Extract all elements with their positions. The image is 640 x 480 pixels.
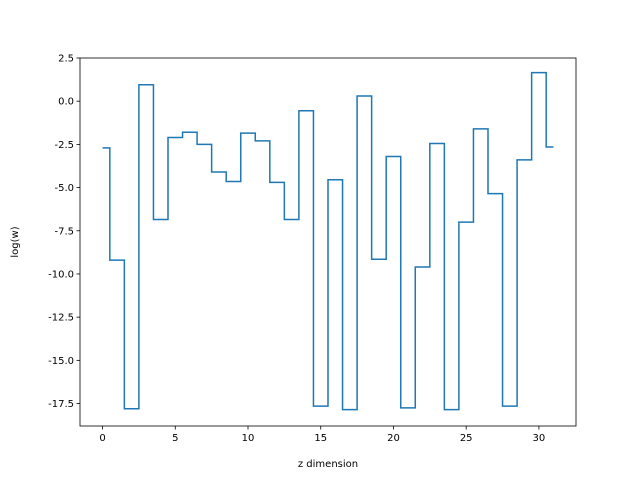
y-tick-label: -7.5 — [54, 226, 74, 237]
x-tick-label: 20 — [387, 433, 400, 444]
x-tick-label: 10 — [242, 433, 255, 444]
y-axis-label: log(w) — [10, 226, 21, 257]
x-tick-label: 5 — [172, 433, 178, 444]
plot-area — [102, 71, 554, 411]
axes-frame — [79, 57, 577, 427]
x-tick-label: 0 — [99, 433, 105, 444]
x-axis-label: z dimension — [298, 459, 358, 470]
y-tick-label: 0.0 — [58, 97, 74, 108]
y-tick-label: 2.5 — [58, 54, 74, 65]
y-tick-label: -12.5 — [48, 313, 74, 324]
y-tick-label: -15.0 — [48, 356, 74, 367]
x-tick-label: 15 — [314, 433, 327, 444]
series-line — [102, 71, 554, 411]
y-tick-label: -5.0 — [54, 183, 74, 194]
x-tick-label: 25 — [460, 433, 473, 444]
axis-ticks: 0 5 10 15 20 25 30 2.5 0.0 -2.5 -5.0 -7.5 -10.0 -12.5… — [48, 54, 545, 445]
y-tick-label: -10.0 — [48, 269, 74, 280]
y-tick-label: -2.5 — [54, 140, 74, 151]
y-tick-label: -17.5 — [48, 399, 74, 410]
x-tick-label: 30 — [533, 433, 546, 444]
